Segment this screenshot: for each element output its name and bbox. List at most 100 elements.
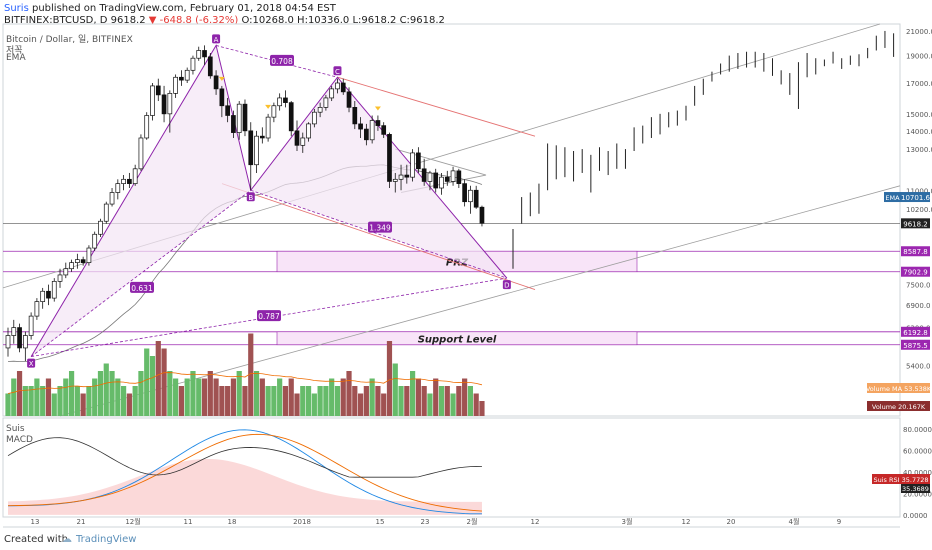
candle-body bbox=[138, 137, 144, 170]
candle-body bbox=[213, 75, 219, 90]
volume-bar bbox=[121, 386, 127, 416]
candle bbox=[427, 170, 433, 191]
tradingview-link[interactable]: TradingView bbox=[76, 534, 137, 545]
candle-body bbox=[173, 76, 178, 94]
volume-bar bbox=[305, 386, 312, 416]
candle-body bbox=[98, 220, 103, 235]
candle bbox=[468, 185, 473, 214]
candle-body bbox=[179, 76, 184, 81]
pattern-ratio-line-0 bbox=[30, 189, 252, 357]
volume-bar bbox=[340, 378, 346, 416]
candle-body bbox=[340, 82, 346, 93]
time-tick-label: 13 bbox=[31, 518, 40, 526]
indicator-tick-label: 20.0000 bbox=[903, 490, 932, 498]
candle-body bbox=[392, 178, 398, 182]
time-tick-label: 2018 bbox=[293, 518, 311, 526]
candle-body bbox=[184, 69, 190, 81]
candle-body bbox=[398, 174, 404, 180]
candle bbox=[40, 287, 46, 309]
candle-body bbox=[346, 91, 352, 108]
zone-box-1 bbox=[276, 331, 638, 346]
candle bbox=[306, 122, 311, 142]
candle bbox=[473, 185, 479, 209]
candle bbox=[277, 93, 283, 111]
time-tick-label: 23 bbox=[421, 518, 430, 526]
ratio-label-1: 1.349 bbox=[368, 221, 392, 233]
price-label-value: 7902.9 bbox=[903, 269, 928, 277]
legend-ema: EMA bbox=[6, 53, 26, 63]
candle bbox=[300, 132, 306, 153]
candle-body bbox=[288, 102, 294, 132]
volume-bar bbox=[363, 386, 369, 416]
price-chart-svg[interactable]: PRZSupport Level X A B C D 0.708 1.349 0.631 0.78… bbox=[0, 0, 932, 530]
candle-body bbox=[202, 50, 207, 58]
candle-body bbox=[22, 335, 28, 349]
candle bbox=[231, 110, 236, 138]
candle bbox=[161, 85, 167, 123]
price-tick-label: 19000.0 bbox=[906, 53, 932, 61]
candle-body bbox=[439, 176, 444, 189]
ratio-label-3: 0.787 bbox=[257, 310, 281, 322]
candle bbox=[283, 90, 288, 108]
pattern-point-badge bbox=[246, 192, 255, 202]
candle-body bbox=[450, 170, 456, 182]
fractal-marker-2 bbox=[374, 106, 381, 111]
volume-bar bbox=[184, 378, 190, 416]
created-with-label: Created with bbox=[4, 534, 68, 545]
candle-body bbox=[283, 97, 288, 103]
candle-body bbox=[323, 97, 329, 108]
volume-bar bbox=[357, 393, 364, 416]
candle bbox=[80, 256, 86, 266]
author-name[interactable]: Suris bbox=[4, 3, 29, 14]
volume-bar bbox=[450, 393, 456, 416]
candle-body bbox=[329, 88, 335, 99]
candle-body bbox=[51, 280, 57, 299]
support-diagonal-line bbox=[221, 183, 536, 291]
price-tick-label: 7500.0 bbox=[906, 282, 931, 290]
candle-body bbox=[456, 170, 462, 184]
candle-body bbox=[271, 105, 277, 118]
candle-body bbox=[358, 123, 363, 130]
volume-bar bbox=[398, 386, 404, 416]
pattern-point-label: X bbox=[29, 360, 34, 368]
indicator bbox=[7, 429, 482, 515]
candle bbox=[225, 97, 230, 123]
candle-body bbox=[294, 130, 300, 146]
volume-bar bbox=[68, 371, 75, 416]
candle-body bbox=[80, 259, 86, 263]
candle bbox=[144, 112, 150, 140]
volume-bar bbox=[271, 386, 277, 416]
candle-body bbox=[381, 125, 387, 135]
ratio-badge bbox=[368, 221, 392, 233]
price-label-tag-bg bbox=[884, 192, 901, 203]
candle-body bbox=[231, 115, 236, 133]
ratio-label-0: 0.708 bbox=[270, 54, 294, 66]
volume-bar bbox=[190, 371, 196, 416]
price-tick-label: 5400.0 bbox=[906, 363, 931, 371]
indicator-label-text: Suis RSI 35.7728 bbox=[873, 476, 928, 484]
candle-body bbox=[92, 233, 98, 249]
candle bbox=[51, 278, 57, 302]
pattern-point-label: D bbox=[504, 282, 509, 290]
price-label-value: 5875.5 bbox=[903, 342, 928, 350]
candle-body bbox=[433, 172, 439, 189]
pattern-point-d: D bbox=[502, 280, 511, 290]
candle-body bbox=[410, 152, 415, 178]
time-tick-label: 20 bbox=[727, 518, 736, 526]
candle-body bbox=[387, 134, 392, 182]
candle bbox=[150, 83, 155, 121]
candle bbox=[335, 78, 340, 94]
volume-bar bbox=[288, 378, 294, 416]
candle-body bbox=[132, 168, 138, 184]
candle-body bbox=[225, 105, 230, 116]
price-label-bg bbox=[901, 192, 930, 203]
volume-bar bbox=[404, 386, 410, 416]
indicator-tick-label: 60.0000 bbox=[903, 447, 932, 455]
candle-body bbox=[75, 259, 80, 263]
candle bbox=[462, 179, 467, 207]
price-label-value: 8587.8 bbox=[903, 248, 928, 256]
volume-bar bbox=[311, 393, 317, 416]
indicator-tick-label: 0.0000 bbox=[903, 512, 928, 520]
